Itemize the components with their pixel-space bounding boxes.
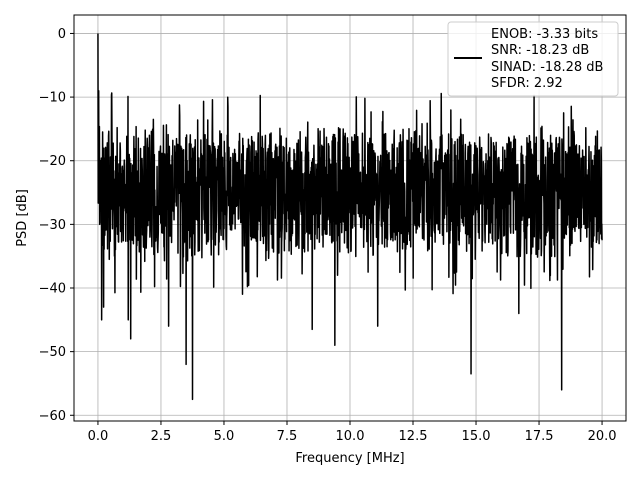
y-axis-label: PSD [dB] (15, 189, 30, 247)
y-tick-label: −20 (39, 154, 66, 169)
legend-box (447, 21, 619, 97)
x-tick-label: 20.0 (588, 429, 617, 444)
legend-entry-sinad: SINAD: -18.28 dB (491, 60, 603, 75)
x-tick-label: 17.5 (525, 429, 554, 444)
y-tick-label: −60 (39, 409, 66, 424)
x-tick-label: 10.0 (336, 429, 365, 444)
series-layer (97, 33, 603, 401)
psd-trace (97, 33, 603, 401)
y-tick-label: −10 (39, 91, 66, 106)
legend-entry-sfdr: SFDR: 2.92 (491, 76, 563, 91)
legend-entry-snr: SNR: -18.23 dB (491, 43, 589, 58)
legend: ENOB: -3.33 bits SNR: -18.23 dB SINAD: -… (447, 21, 619, 97)
y-tick-label: −40 (39, 282, 66, 297)
x-tick-label: 12.5 (399, 429, 428, 444)
y-tick-label: −50 (39, 345, 66, 360)
x-tick-label: 7.5 (277, 429, 298, 444)
y-tick-label: −30 (39, 218, 66, 233)
x-tick-label: 0.0 (88, 429, 109, 444)
x-tick-label: 5.0 (214, 429, 235, 444)
x-tick-label: 2.5 (151, 429, 172, 444)
y-axis-ticks: 0 −10 −20 −30 −40 −50 −60 (39, 27, 74, 424)
legend-entry-enob: ENOB: -3.33 bits (491, 27, 598, 42)
y-tick-label: 0 (58, 27, 66, 42)
x-axis-label: Frequency [MHz] (295, 451, 404, 466)
x-tick-label: 15.0 (462, 429, 491, 444)
x-axis-ticks: 0.0 2.5 5.0 7.5 10.0 12.5 15.0 17.5 20.0 (88, 421, 617, 444)
